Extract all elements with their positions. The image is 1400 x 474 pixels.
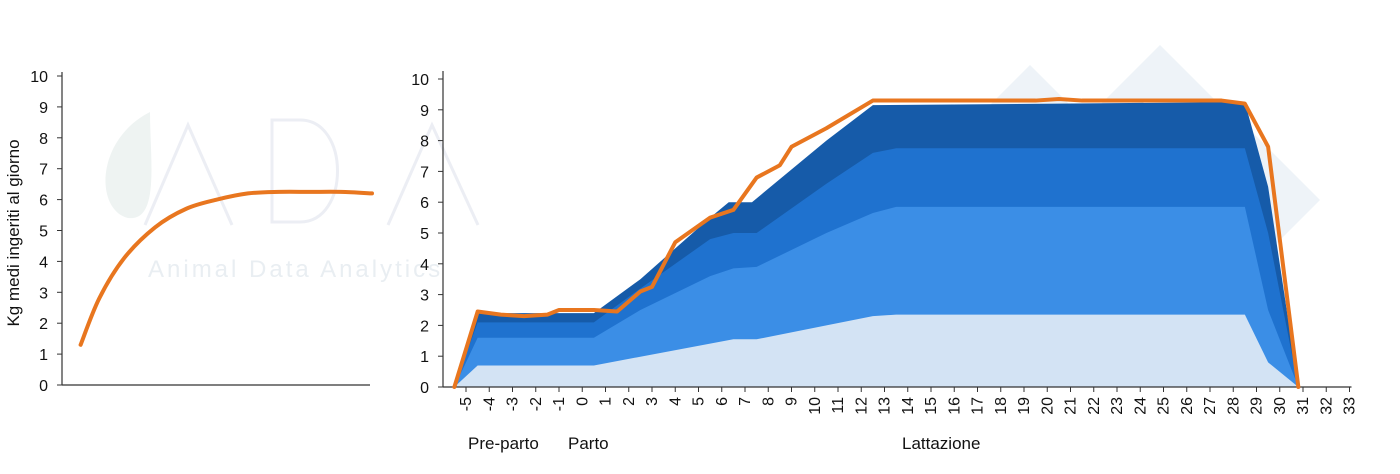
x-tick-label: 7 xyxy=(737,397,754,406)
x-tick-label: 1 xyxy=(598,397,615,406)
x-tick-label: 16 xyxy=(946,397,963,415)
x-tick-label: 6 xyxy=(714,397,731,406)
x-tick-label: 15 xyxy=(923,397,940,415)
phase-label-lattazione: Lattazione xyxy=(902,434,980,453)
x-tick-label: 14 xyxy=(900,397,917,415)
watermark-letter-d xyxy=(270,118,339,224)
x-tick-label: 22 xyxy=(1086,397,1103,415)
y-axis-label: Kg medi ingeriti al giorno xyxy=(4,139,23,326)
right-y-tick-label: 1 xyxy=(420,349,429,366)
right-y-tick-label: 6 xyxy=(420,195,429,212)
x-tick-label: 28 xyxy=(1225,397,1242,415)
x-tick-label: -2 xyxy=(528,397,545,411)
x-tick-label: 21 xyxy=(1063,397,1080,415)
watermark-letter-a xyxy=(143,121,234,226)
x-tick-label: 4 xyxy=(667,397,684,406)
right-y-tick-label: 8 xyxy=(420,134,429,151)
x-tick-label: 12 xyxy=(853,397,870,415)
left-y-tick-label: 9 xyxy=(39,100,48,117)
right-y-tick-label: 7 xyxy=(420,164,429,181)
x-tick-label: 10 xyxy=(807,397,824,415)
right-y-tick-label: 0 xyxy=(420,380,429,397)
x-tick-label: -4 xyxy=(481,397,498,411)
x-tick-label: 24 xyxy=(1132,397,1149,415)
x-tick-label: -5 xyxy=(458,397,475,411)
x-tick-label: 29 xyxy=(1249,397,1266,415)
x-tick-label: 3 xyxy=(644,397,661,406)
left-y-tick-label: 6 xyxy=(39,193,48,210)
right-y-tick-label: 5 xyxy=(420,226,429,243)
left-y-tick-label: 10 xyxy=(30,69,48,86)
left-y-tick-label: 2 xyxy=(39,316,48,333)
x-tick-label: 20 xyxy=(1039,397,1056,415)
watermark-leaf-shape xyxy=(105,112,152,219)
left-chart: 0 1 2 3 4 5 6 7 8 9 10 xyxy=(30,69,374,395)
x-tick-label: 0 xyxy=(574,397,591,406)
right-y-tick-label: 3 xyxy=(420,288,429,305)
x-tick-label: 19 xyxy=(1016,397,1033,415)
left-y-tick-label: 3 xyxy=(39,285,48,302)
right-y-tick-label: 2 xyxy=(420,318,429,335)
left-y-tick-label: 8 xyxy=(39,131,48,148)
x-tick-label: 2 xyxy=(621,397,638,406)
x-tick-label: 23 xyxy=(1109,397,1126,415)
x-tick-label: 25 xyxy=(1156,397,1173,415)
x-tick-label: -1 xyxy=(551,397,568,411)
x-tick-label: 33 xyxy=(1342,397,1359,415)
watermark-text: Animal Data Analytics xyxy=(148,256,443,283)
x-tick-label: -3 xyxy=(505,397,522,411)
right-y-tick-label: 4 xyxy=(420,257,429,274)
x-tick-label: 31 xyxy=(1295,397,1312,415)
right-y-tick-label: 10 xyxy=(411,72,429,89)
phase-label-parto: Parto xyxy=(568,434,609,453)
left-intake-curve xyxy=(78,189,374,347)
right-y-tick-label: 9 xyxy=(420,103,429,120)
x-tick-label: 9 xyxy=(784,397,801,406)
left-y-tick-label: 5 xyxy=(39,224,48,241)
left-y-tick-label: 4 xyxy=(39,254,48,271)
x-tick-label: 18 xyxy=(993,397,1010,415)
x-tick-label: 8 xyxy=(760,397,777,406)
intake-line xyxy=(452,97,1301,389)
area-band-4 xyxy=(454,314,1299,387)
left-y-tick-label: 0 xyxy=(39,378,48,395)
watermark-letter-a2 xyxy=(386,121,480,226)
phase-label-pre-parto: Pre-parto xyxy=(468,434,539,453)
left-y-tick-label: 7 xyxy=(39,162,48,179)
x-tick-label: 13 xyxy=(877,397,894,415)
x-tick-label: 17 xyxy=(970,397,987,415)
x-tick-label: 27 xyxy=(1202,397,1219,415)
x-tick-label: 26 xyxy=(1179,397,1196,415)
x-tick-label: 5 xyxy=(691,397,708,406)
x-tick-label: 30 xyxy=(1272,397,1289,415)
x-tick-label: 11 xyxy=(830,397,847,414)
left-y-tick-label: 1 xyxy=(39,347,48,364)
x-tick-label: 32 xyxy=(1318,397,1335,415)
